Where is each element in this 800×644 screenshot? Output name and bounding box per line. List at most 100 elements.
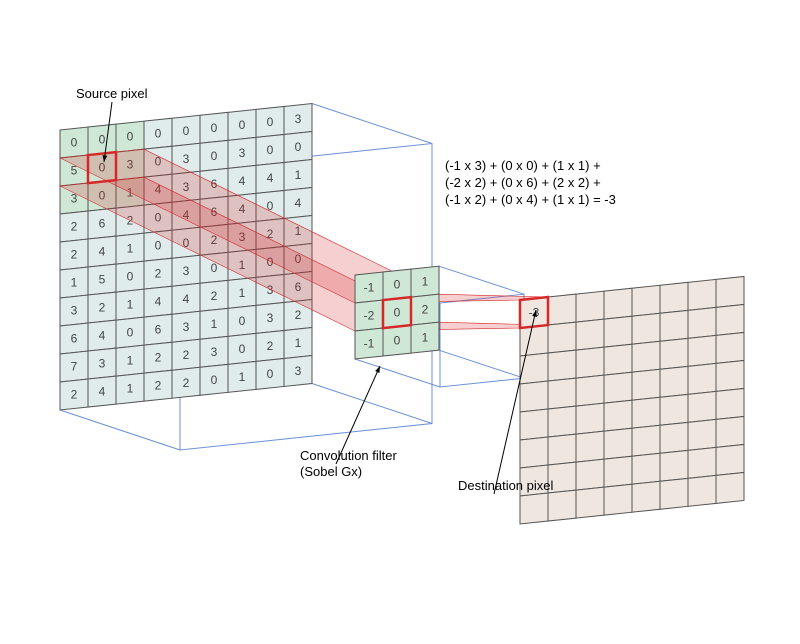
grid-cell — [660, 338, 688, 369]
cell-value: 0 — [394, 334, 401, 348]
cell-value: 2 — [183, 376, 190, 390]
grid-cell — [576, 487, 604, 518]
grid-cell — [604, 372, 632, 403]
grid-cell — [660, 422, 688, 453]
cell-value: 4 — [239, 174, 246, 188]
cell-value: 0 — [267, 143, 274, 157]
grid-cell — [520, 437, 548, 468]
grid-cell — [632, 369, 660, 400]
cell-value: 1 — [71, 276, 78, 290]
label-text: Destination pixel — [458, 478, 553, 493]
grid-cell — [716, 444, 744, 475]
label-text: Source pixel — [76, 86, 148, 101]
cell-value: 2 — [155, 351, 162, 365]
cell-value: 1 — [127, 242, 134, 256]
grid-cell — [604, 400, 632, 431]
cell-value: 1 — [127, 354, 134, 368]
grid-cell — [688, 335, 716, 366]
cell-value: 3 — [295, 364, 302, 378]
grid-cell — [520, 493, 548, 524]
grid-cell — [660, 282, 688, 313]
grid-cell — [716, 276, 744, 307]
grid-cell — [548, 378, 576, 409]
grid-cell — [576, 319, 604, 350]
cell-value: 0 — [155, 127, 162, 141]
cell-value: 3 — [211, 345, 218, 359]
cell-value: 2 — [155, 267, 162, 281]
grid-cell — [632, 313, 660, 344]
grid-cell — [716, 472, 744, 503]
grid-cell — [716, 360, 744, 391]
grid-cell — [548, 406, 576, 437]
grid-cell — [604, 288, 632, 319]
grid-cell — [548, 434, 576, 465]
cell-value: -2 — [364, 309, 375, 323]
cell-value: 3 — [239, 146, 246, 160]
grid-cell — [660, 394, 688, 425]
grid-cell — [660, 366, 688, 397]
cell-value: 2 — [211, 289, 218, 303]
cell-value: 3 — [267, 311, 274, 325]
grid-cell — [604, 428, 632, 459]
grid-cell — [688, 279, 716, 310]
grid-cell — [576, 375, 604, 406]
grid-cell — [688, 307, 716, 338]
grid-cell — [604, 316, 632, 347]
grid-cell — [632, 397, 660, 428]
grid-cell — [604, 344, 632, 375]
equation-line: (-1 x 2) + (0 x 4) + (1 x 1) = -3 — [445, 192, 616, 207]
cell-value: 0 — [267, 367, 274, 381]
cell-value: 0 — [183, 124, 190, 138]
cell-value: 2 — [71, 388, 78, 402]
grid-cell — [660, 450, 688, 481]
filter-center-outline — [383, 297, 411, 328]
cell-value: 1 — [422, 275, 429, 289]
grid-cell — [632, 481, 660, 512]
cell-value: 0 — [239, 314, 246, 328]
cell-value: 1 — [127, 298, 134, 312]
cell-value: 0 — [239, 118, 246, 132]
grid-cell — [576, 291, 604, 322]
grid-cell — [576, 347, 604, 378]
cell-value: 3 — [71, 304, 78, 318]
cell-value: -1 — [364, 281, 375, 295]
cell-value: 7 — [71, 360, 78, 374]
dest-pixel-outline: -3 — [520, 297, 548, 328]
grid-cell — [632, 453, 660, 484]
grid-cell — [688, 419, 716, 450]
cell-value: 4 — [99, 329, 106, 343]
cell-value: 4 — [267, 171, 274, 185]
source-pixel-outline — [88, 152, 116, 183]
cell-value: 0 — [127, 130, 134, 144]
grid-cell — [604, 484, 632, 515]
filter-label: Convolution filter(Sobel Gx) — [300, 366, 397, 479]
cell-value: 3 — [295, 112, 302, 126]
cell-value: 2 — [155, 379, 162, 393]
grid-cell — [688, 391, 716, 422]
equation-line: (-2 x 2) + (0 x 6) + (2 x 2) + — [445, 175, 601, 190]
grid-cell — [716, 416, 744, 447]
grid-cell — [660, 478, 688, 509]
cell-value: 4 — [295, 196, 302, 210]
cell-value: -1 — [364, 337, 375, 351]
convolution-diagram: 0000000035030303003014364412620464042410… — [0, 0, 800, 644]
cell-value: 4 — [99, 385, 106, 399]
grid-cell — [520, 409, 548, 440]
cell-value: 0 — [267, 115, 274, 129]
grid-cell — [716, 304, 744, 335]
grid-cell — [548, 294, 576, 325]
cell-value: 4 — [99, 245, 106, 259]
cell-value: 0 — [155, 239, 162, 253]
cell-value: 0 — [71, 136, 78, 150]
grid-cell — [576, 459, 604, 490]
grid-cell — [716, 332, 744, 363]
grid-cell — [688, 475, 716, 506]
cell-value: 1 — [295, 168, 302, 182]
grid-cell — [548, 350, 576, 381]
cell-value: 3 — [183, 152, 190, 166]
grid-cell — [548, 490, 576, 521]
cell-value: 3 — [183, 320, 190, 334]
cell-value: 2 — [71, 248, 78, 262]
grid-cell — [660, 310, 688, 341]
grid-cell — [688, 363, 716, 394]
